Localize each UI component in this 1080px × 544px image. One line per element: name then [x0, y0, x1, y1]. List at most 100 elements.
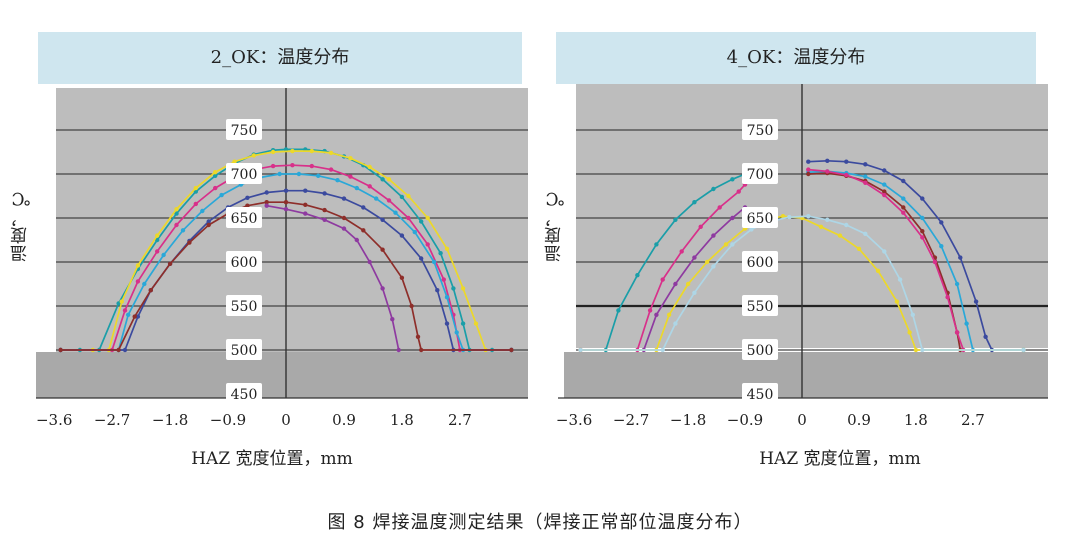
- data-point: [907, 330, 912, 335]
- data-point: [303, 211, 308, 216]
- series-line: [580, 206, 746, 351]
- y-tick-label: 700: [231, 167, 258, 183]
- data-point: [406, 215, 411, 221]
- data-point: [454, 330, 459, 335]
- data-point: [897, 277, 903, 282]
- data-point: [264, 203, 269, 208]
- data-point: [322, 207, 327, 213]
- data-point: [837, 233, 843, 238]
- y-tick-box: [742, 339, 778, 360]
- data-point: [174, 211, 179, 216]
- y-tick-box: [742, 295, 778, 316]
- data-point: [882, 249, 887, 254]
- chart-title: 4_OK：温度分布: [556, 32, 1036, 84]
- data-point: [844, 159, 849, 164]
- data-point: [882, 182, 887, 187]
- data-point: [409, 303, 414, 309]
- data-point: [730, 177, 735, 182]
- data-point: [361, 205, 366, 210]
- data-point: [635, 273, 640, 278]
- data-point: [875, 268, 881, 273]
- y-tick-label: 700: [747, 167, 774, 183]
- data-point: [435, 288, 440, 293]
- figure-caption: 图 8 焊接温度测定结果（焊接正常部位温度分布）: [327, 512, 753, 533]
- data-point: [711, 186, 716, 192]
- data-point: [415, 334, 421, 339]
- data-point: [374, 196, 379, 201]
- data-point: [245, 203, 250, 208]
- y-tick-box: [742, 383, 778, 404]
- data-point: [390, 317, 395, 322]
- data-point: [309, 148, 314, 154]
- data-point: [174, 222, 179, 228]
- data-point: [736, 189, 741, 194]
- data-point: [348, 174, 353, 179]
- data-point: [806, 214, 811, 219]
- plot-area: [576, 84, 1048, 348]
- x-tick-label: −0.9: [210, 411, 246, 429]
- data-point: [135, 279, 141, 284]
- x-axis-label: HAZ 宽度位置，mm: [191, 449, 353, 469]
- data-point: [380, 177, 385, 182]
- data-point: [730, 242, 735, 247]
- data-point: [406, 193, 411, 199]
- data-point: [692, 255, 697, 260]
- y-tick-box: [226, 119, 262, 140]
- y-tick-label: 650: [747, 211, 774, 227]
- data-point: [647, 308, 653, 313]
- x-tick-label: −3.6: [36, 411, 72, 429]
- data-point: [806, 171, 811, 177]
- y-tick-label: 750: [231, 123, 258, 139]
- data-point: [122, 308, 128, 313]
- data-point: [161, 252, 166, 258]
- data-point: [660, 277, 665, 282]
- data-point: [213, 185, 218, 191]
- data-point: [316, 173, 321, 178]
- data-point: [863, 231, 868, 236]
- data-point: [122, 347, 128, 353]
- x-tick-label: 1.8: [904, 411, 928, 429]
- data-point: [213, 173, 218, 178]
- y-tick-label: 550: [747, 299, 774, 315]
- plot-lower-band: [564, 352, 1048, 398]
- y-tick-label: 600: [231, 255, 258, 271]
- data-point: [863, 180, 868, 185]
- data-point: [135, 314, 141, 319]
- data-point: [193, 201, 198, 207]
- x-tick-label: −2.7: [613, 411, 649, 429]
- chart-panel-left: 2_OK：温度分布 温度，℃ 450 500 550 600 650 700 750 −3.6…: [0, 0, 540, 480]
- data-point: [386, 177, 392, 182]
- data-point: [901, 205, 906, 210]
- data-point: [245, 195, 250, 200]
- data-point: [920, 215, 925, 221]
- data-point: [380, 247, 385, 252]
- series-line: [580, 215, 1024, 351]
- x-tick-label: −2.7: [94, 411, 130, 429]
- x-tick-label: 2.7: [448, 411, 472, 429]
- data-point: [441, 277, 446, 282]
- data-point: [341, 196, 347, 201]
- data-point: [882, 168, 887, 173]
- data-point: [119, 299, 125, 304]
- data-point: [673, 281, 678, 287]
- data-point: [704, 259, 710, 265]
- data-point: [509, 347, 514, 353]
- data-point: [251, 153, 256, 158]
- data-point: [126, 312, 131, 317]
- data-point: [451, 286, 456, 291]
- data-point: [155, 249, 160, 254]
- data-point: [901, 210, 906, 215]
- data-point: [806, 159, 811, 164]
- data-point: [206, 222, 211, 228]
- data-point: [264, 190, 269, 195]
- data-point: [679, 249, 684, 254]
- data-point: [711, 233, 716, 238]
- data-point: [277, 171, 282, 177]
- data-point: [200, 208, 205, 214]
- data-point: [882, 189, 887, 194]
- data-point: [303, 188, 308, 193]
- data-point: [142, 281, 147, 287]
- data-point: [180, 228, 186, 233]
- data-point: [920, 235, 925, 240]
